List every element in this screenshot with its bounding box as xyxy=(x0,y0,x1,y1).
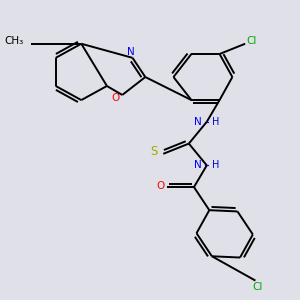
Text: H: H xyxy=(212,160,220,170)
Text: CH₃: CH₃ xyxy=(4,36,24,46)
Text: N: N xyxy=(194,117,202,127)
Text: N: N xyxy=(128,47,135,57)
Text: N: N xyxy=(194,160,202,170)
Text: Cl: Cl xyxy=(253,282,263,292)
Text: H: H xyxy=(212,117,220,127)
Text: O: O xyxy=(111,92,119,103)
Text: S: S xyxy=(151,145,158,158)
Text: O: O xyxy=(157,181,165,191)
Text: Cl: Cl xyxy=(246,36,257,46)
